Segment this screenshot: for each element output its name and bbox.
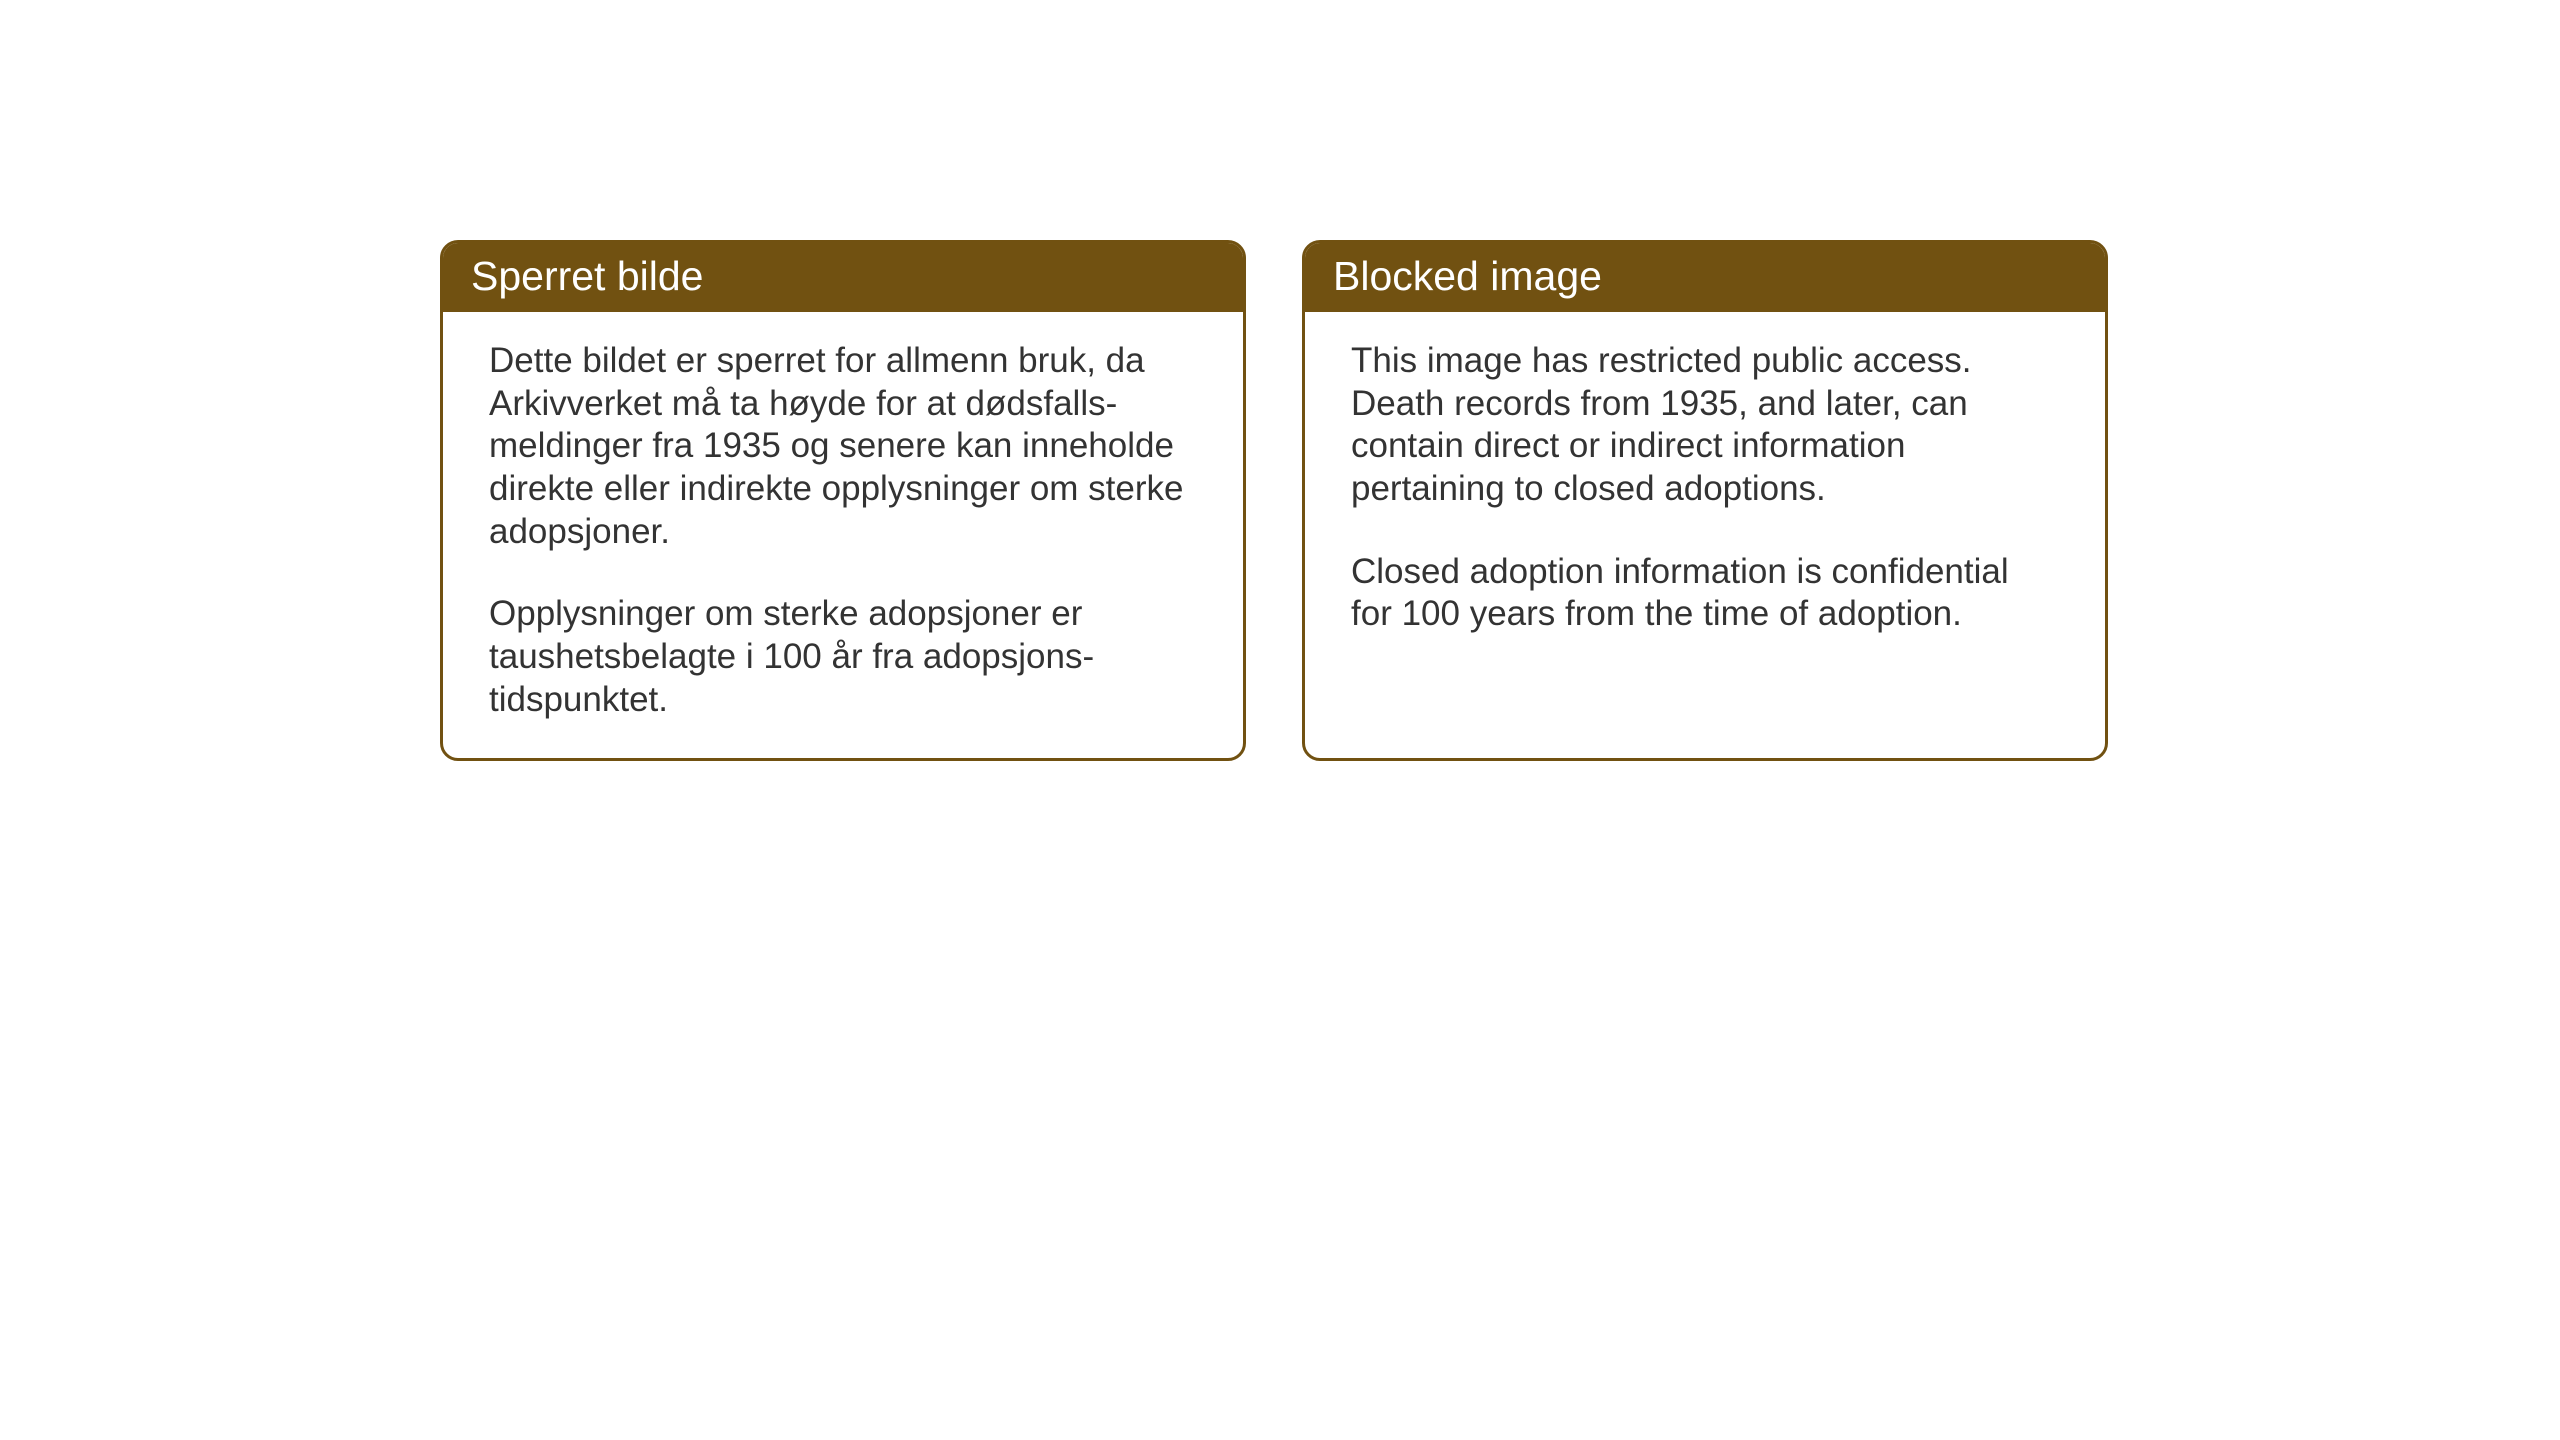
card-body-norwegian: Dette bildet er sperret for allmenn bruk… bbox=[443, 312, 1243, 758]
notice-card-norwegian: Sperret bilde Dette bildet er sperret fo… bbox=[440, 240, 1246, 761]
card-body-english: This image has restricted public access.… bbox=[1305, 312, 2105, 672]
card-paragraph: Opplysninger om sterke adopsjoner er tau… bbox=[489, 593, 1197, 721]
card-paragraph: Dette bildet er sperret for allmenn bruk… bbox=[489, 340, 1197, 553]
notice-card-english: Blocked image This image has restricted … bbox=[1302, 240, 2108, 761]
card-paragraph: This image has restricted public access.… bbox=[1351, 340, 2059, 511]
card-header-norwegian: Sperret bilde bbox=[443, 243, 1243, 312]
notice-container: Sperret bilde Dette bildet er sperret fo… bbox=[440, 240, 2108, 761]
card-paragraph: Closed adoption information is confident… bbox=[1351, 551, 2059, 636]
card-header-english: Blocked image bbox=[1305, 243, 2105, 312]
